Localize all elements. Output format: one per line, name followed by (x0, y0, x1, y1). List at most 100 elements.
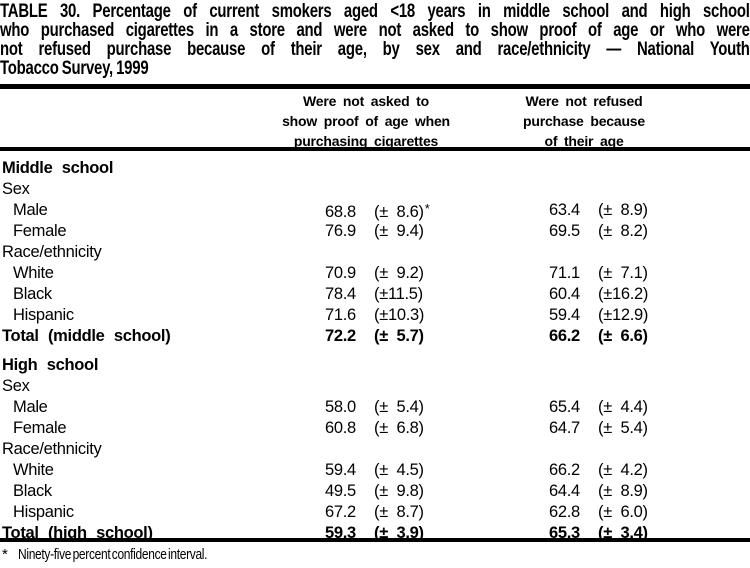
table-row-total: Total (middle school) 72.2 (± 5.7) 66.2 (±… (0, 327, 750, 348)
cell-value: 60.8 (325, 419, 356, 437)
cell-not-asked: 72.2 (± 5.7) (325, 327, 424, 346)
cell-ci: (± 3.4) (598, 524, 648, 542)
cell-value: 67.2 (325, 503, 356, 521)
cell-not-refused: 65.3 (± 3.4) (549, 524, 648, 543)
cell-ci: (± 6.8) (374, 419, 424, 437)
table-body: Middle school Sex Male 68.8 (± 8.6)* 63.4… (0, 159, 750, 545)
cell-value: 64.4 (549, 482, 580, 500)
cell-value: 59.4 (549, 306, 580, 324)
column-header-line: show proof of age when (282, 113, 450, 129)
row-label: Race/ethnicity (2, 243, 102, 261)
cell-value: 68.8 (325, 203, 356, 221)
cell-ci: (± 3.9) (374, 524, 424, 542)
table-row: Male 58.0 (± 5.4) 65.4 (± 4.4) (0, 398, 750, 419)
table-row-group: Race/ethnicity (0, 440, 750, 461)
cell-not-asked: 76.9 (± 9.4) (325, 222, 424, 241)
cell-ci: (± 6.0) (598, 503, 648, 521)
column-header-line: Were not asked to (303, 93, 429, 109)
cell-not-refused: 59.4 (±12.9) (549, 306, 648, 325)
cell-ci: (±10.3) (374, 306, 425, 324)
table-row: Female 76.9 (± 9.4) 69.5 (± 8.2) (0, 222, 750, 243)
cell-not-refused: 66.2 (± 4.2) (549, 461, 648, 480)
cell-not-asked: 58.0 (± 5.4) (325, 398, 424, 417)
cell-ci: (± 6.6) (598, 327, 648, 345)
table-row-group: Sex (0, 377, 750, 398)
cell-not-asked: 59.3 (± 3.9) (325, 524, 424, 543)
cell-value: 71.6 (325, 306, 356, 324)
cell-not-refused: 71.1 (± 7.1) (549, 264, 648, 283)
cell-not-asked: 71.6 (±10.3) (325, 306, 424, 325)
cell-value: 71.1 (549, 264, 580, 282)
cell-not-refused: 66.2 (± 6.6) (549, 327, 648, 346)
row-label: Total (middle school) (2, 327, 171, 345)
row-label: White (13, 461, 54, 479)
cell-value: 62.8 (549, 503, 580, 521)
cell-value: 65.4 (549, 398, 580, 416)
header-rule (0, 147, 750, 151)
table-row-section: Middle school (0, 159, 750, 180)
column-header-not-asked: Were not asked to show proof of age when… (261, 91, 471, 151)
title-line-1: TABLE 30. Percentage of current smokers … (0, 0, 750, 22)
table-row: Black 49.5 (± 9.8) 64.4 (± 8.9) (0, 482, 750, 503)
row-label: Female (13, 222, 67, 240)
cell-value: 49.5 (325, 482, 356, 500)
cell-value: 58.0 (325, 398, 356, 416)
footnote-marker: * (424, 201, 430, 216)
cell-ci: (± 4.2) (598, 461, 648, 479)
top-rule (0, 84, 750, 89)
cell-value: 78.4 (325, 285, 356, 303)
row-label: Male (13, 398, 48, 416)
cell-ci: (± 5.4) (374, 398, 424, 416)
cell-ci: (±16.2) (598, 285, 649, 303)
row-label: Male (13, 201, 48, 219)
cell-ci: (± 8.9) (598, 201, 648, 219)
cell-not-refused: 64.7 (± 5.4) (549, 419, 648, 438)
cell-value: 69.5 (549, 222, 580, 240)
footnote-text: Ninety-five percent confidence interval. (17, 546, 208, 563)
footnote-symbol: * (2, 546, 8, 563)
column-header-not-refused: Were not refused purchase because of the… (499, 91, 669, 151)
cell-ci: (± 8.9) (598, 482, 648, 500)
cell-not-asked: 67.2 (± 8.7) (325, 503, 424, 522)
cell-ci: (± 5.7) (374, 327, 424, 345)
cell-not-asked: 78.4 (±11.5) (325, 285, 423, 304)
table-row: Hispanic 67.2 (± 8.7) 62.8 (± 6.0) (0, 503, 750, 524)
row-label: Hispanic (13, 503, 74, 521)
row-label: Sex (2, 377, 30, 395)
row-label: Race/ethnicity (2, 440, 102, 458)
cell-ci: (±11.5) (374, 285, 423, 303)
row-label: Sex (2, 180, 30, 198)
title-line-3: not refused purchase because of their ag… (0, 38, 750, 60)
row-label: High school (2, 356, 99, 374)
row-label: Female (13, 419, 67, 437)
cell-not-asked: 60.8 (± 6.8) (325, 419, 424, 438)
row-label: Middle school (2, 159, 114, 177)
row-label: Total (high school) (2, 524, 153, 542)
cell-not-refused: 65.4 (± 4.4) (549, 398, 648, 417)
title-line-4: Tobacco Survey, 1999 (0, 57, 149, 79)
table-row-group: Sex (0, 180, 750, 201)
table-row: Female 60.8 (± 6.8) 64.7 (± 5.4) (0, 419, 750, 440)
cell-not-asked: 68.8 (± 8.6)* (325, 201, 430, 222)
cell-value: 59.3 (325, 524, 356, 542)
cell-value: 70.9 (325, 264, 356, 282)
table-title: TABLE 30. Percentage of current smokers … (0, 0, 750, 79)
cell-value: 59.4 (325, 461, 356, 479)
cell-value: 72.2 (325, 327, 356, 345)
footnote: * Ninety-five percent confidence interval… (2, 546, 254, 563)
cell-ci: (± 8.7) (374, 503, 424, 521)
bottom-rule (0, 538, 750, 542)
cell-ci: (± 7.1) (598, 264, 648, 282)
cell-not-asked: 49.5 (± 9.8) (325, 482, 424, 501)
column-header-line: Were not refused (525, 93, 643, 109)
cell-ci: (± 9.4) (374, 222, 424, 240)
table-row: Male 68.8 (± 8.6)* 63.4 (± 8.9) (0, 201, 750, 222)
cell-not-asked: 70.9 (± 9.2) (325, 264, 424, 283)
table-row: Hispanic 71.6 (±10.3) 59.4 (±12.9) (0, 306, 750, 327)
row-label: Black (13, 285, 52, 303)
cell-ci: (± 5.4) (598, 419, 648, 437)
cell-not-refused: 62.8 (± 6.0) (549, 503, 648, 522)
cell-ci: (± 8.2) (598, 222, 648, 240)
cell-not-refused: 64.4 (± 8.9) (549, 482, 648, 501)
